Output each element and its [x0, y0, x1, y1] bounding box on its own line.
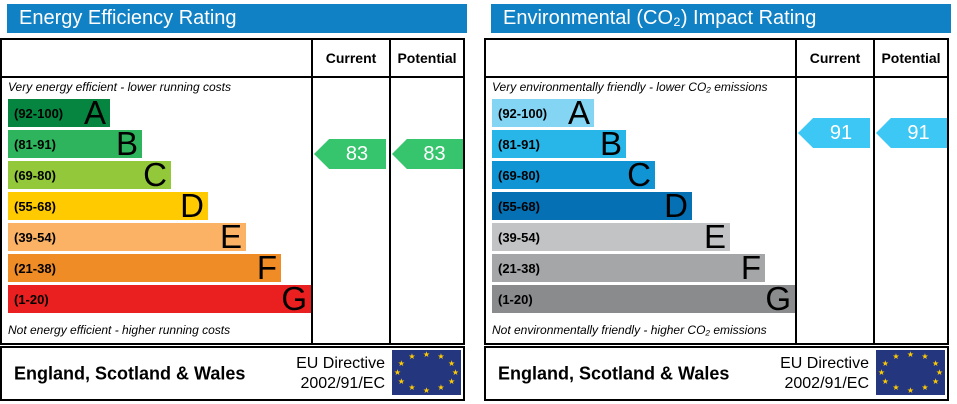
top-caption: Very energy efficient - lower running co…	[8, 80, 231, 94]
current-rating-value: 83	[345, 142, 369, 165]
band-range-label: (55-68)	[14, 198, 56, 214]
band-g: (1-20) G	[492, 280, 795, 317]
panel-title: Environmental (CO₂) Impact Rating	[491, 4, 951, 33]
band-range-label: (21-38)	[14, 260, 56, 276]
band-range-label: (81-91)	[498, 136, 540, 152]
rating-bands: (92-100) A (81-91) B (69-80) C (55-68) D…	[492, 94, 795, 317]
band-d: (55-68) D	[492, 187, 692, 224]
current-column-header: Current	[809, 50, 861, 66]
band-range-label: (81-91)	[14, 136, 56, 152]
band-range-label: (39-54)	[14, 229, 56, 245]
column-header-row	[2, 40, 463, 78]
eu-directive-label: EU Directive 2002/91/EC	[296, 354, 385, 394]
eu-flag-icon: ★ ★ ★ ★ ★ ★ ★ ★ ★ ★ ★ ★	[876, 349, 945, 395]
eu-directive-line1: EU Directive	[780, 354, 869, 372]
band-f: (21-38) F	[8, 249, 281, 286]
band-letter: C	[143, 156, 167, 193]
band-letter: B	[599, 125, 622, 162]
band-letter: A	[567, 94, 590, 131]
band-letter: C	[627, 156, 651, 193]
potential-rating-arrow: 91	[876, 118, 947, 148]
band-letter: D	[664, 187, 688, 224]
band-c: (69-80) C	[492, 156, 655, 193]
band-a: (92-100) A	[492, 94, 594, 131]
current-rating-arrow: 83	[314, 139, 386, 169]
rating-chart-box: Current Potential Very energy efficient …	[0, 38, 465, 345]
band-range-label: (1-20)	[14, 291, 49, 307]
potential-rating-arrow: 83	[392, 139, 463, 169]
potential-rating-value: 91	[907, 121, 930, 144]
eu-directive-line2: 2002/91/EC	[300, 374, 385, 392]
band-letter: G	[765, 280, 791, 317]
band-range-label: (92-100)	[498, 105, 548, 121]
band-g: (1-20) G	[8, 280, 311, 317]
band-range-label: (1-20)	[498, 291, 533, 307]
eu-directive-line1: EU Directive	[296, 354, 385, 372]
band-letter: G	[281, 280, 307, 317]
region-label: England, Scotland & Wales	[14, 363, 246, 383]
band-letter: E	[703, 218, 726, 255]
band-range-label: (69-80)	[498, 167, 540, 183]
band-letter: F	[740, 249, 761, 286]
energy-efficiency-panel: Energy Efficiency Rating Current Potenti…	[0, 0, 467, 404]
band-letter: B	[115, 125, 138, 162]
band-range-label: (92-100)	[14, 105, 64, 121]
current-column-divider	[311, 40, 313, 343]
region-label: England, Scotland & Wales	[498, 363, 730, 383]
bottom-caption: Not energy efficient - higher running co…	[8, 323, 231, 337]
band-e: (39-54) E	[8, 218, 246, 255]
eu-directive-line2: 2002/91/EC	[784, 374, 869, 392]
band-letter: D	[180, 187, 204, 224]
rating-bands: (92-100) A (81-91) B (69-80) C (55-68) D…	[8, 94, 311, 317]
panel-title: Energy Efficiency Rating	[7, 4, 467, 33]
current-rating-value: 91	[829, 121, 853, 144]
band-c: (69-80) C	[8, 156, 171, 193]
band-e: (39-54) E	[492, 218, 730, 255]
eu-flag-icon: ★ ★ ★ ★ ★ ★ ★ ★ ★ ★ ★ ★	[392, 349, 461, 395]
band-range-label: (39-54)	[498, 229, 540, 245]
band-f: (21-38) F	[492, 249, 765, 286]
potential-column-divider	[873, 40, 875, 343]
footer: England, Scotland & Wales EU Directive 2…	[484, 346, 949, 401]
band-b: (81-91) B	[492, 125, 626, 162]
potential-column-divider	[389, 40, 391, 343]
band-d: (55-68) D	[8, 187, 208, 224]
column-header-row	[486, 40, 947, 78]
current-rating-arrow: 91	[798, 118, 870, 148]
footer: England, Scotland & Wales EU Directive 2…	[0, 346, 465, 401]
band-a: (92-100) A	[8, 94, 110, 131]
band-letter: A	[83, 94, 106, 131]
band-letter: F	[256, 249, 277, 286]
bottom-caption: Not environmentally friendly - higher CO…	[492, 323, 767, 337]
potential-column-header: Potential	[881, 50, 941, 66]
current-column-divider	[795, 40, 797, 343]
environmental-impact-panel: Environmental (CO₂) Impact Rating Curren…	[484, 0, 951, 404]
potential-column-header: Potential	[397, 50, 457, 66]
eu-directive-label: EU Directive 2002/91/EC	[780, 354, 869, 394]
current-column-header: Current	[325, 50, 377, 66]
band-range-label: (69-80)	[14, 167, 56, 183]
band-range-label: (55-68)	[498, 198, 540, 214]
band-b: (81-91) B	[8, 125, 142, 162]
potential-rating-value: 83	[423, 142, 446, 165]
band-letter: E	[219, 218, 242, 255]
band-range-label: (21-38)	[498, 260, 540, 276]
top-caption: Very environmentally friendly - lower CO…	[492, 80, 768, 94]
rating-chart-box: Current Potential Very environmentally f…	[484, 38, 949, 345]
